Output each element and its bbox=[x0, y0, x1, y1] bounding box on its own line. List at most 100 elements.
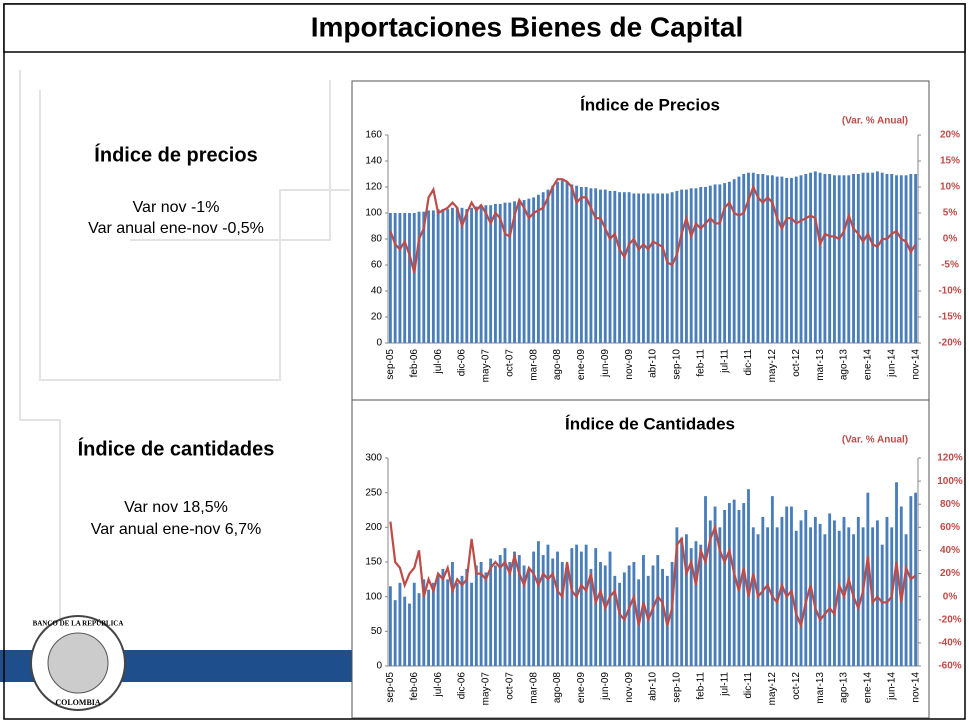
bar bbox=[551, 185, 555, 343]
x-tick-label: feb-11 bbox=[695, 672, 706, 700]
bar bbox=[532, 551, 536, 666]
bar bbox=[684, 534, 688, 666]
bar bbox=[513, 551, 516, 666]
bar bbox=[570, 548, 574, 666]
x-tick-label: mar-08 bbox=[528, 672, 539, 704]
y2-tick-label: -20% bbox=[938, 338, 961, 349]
bar bbox=[861, 527, 865, 666]
bar bbox=[422, 211, 426, 343]
chart-title: Índice de Precios bbox=[580, 95, 720, 114]
slide-title: Importaciones Bienes de Capital bbox=[311, 11, 744, 42]
bar bbox=[847, 175, 851, 343]
bar bbox=[833, 175, 836, 343]
bar bbox=[613, 190, 617, 343]
y-tick-label: 140 bbox=[365, 156, 382, 167]
bar bbox=[613, 575, 617, 666]
x-tick-label: sep-10 bbox=[672, 349, 683, 380]
bar bbox=[895, 175, 898, 343]
bar bbox=[546, 544, 550, 666]
bar bbox=[427, 589, 431, 666]
bar bbox=[723, 183, 727, 343]
bar bbox=[694, 541, 698, 666]
section-line: Var nov -1% bbox=[133, 199, 220, 216]
bar bbox=[766, 175, 770, 343]
bar bbox=[388, 213, 392, 343]
bar bbox=[684, 189, 688, 343]
bar bbox=[484, 572, 488, 666]
bar bbox=[823, 534, 827, 666]
y2-tick-label: -5% bbox=[941, 260, 959, 271]
bar bbox=[618, 192, 622, 343]
bar bbox=[880, 172, 884, 343]
bar bbox=[642, 555, 645, 666]
bar bbox=[527, 198, 531, 343]
x-tick-label: may-07 bbox=[481, 349, 492, 383]
bar bbox=[575, 185, 579, 343]
bar bbox=[393, 600, 397, 666]
bar bbox=[837, 530, 841, 666]
bar bbox=[718, 527, 722, 666]
bar bbox=[732, 499, 736, 666]
chart-title: Índice de Cantidades bbox=[565, 414, 735, 433]
bar bbox=[474, 206, 478, 343]
bar bbox=[790, 177, 793, 343]
bar bbox=[651, 193, 655, 343]
bar bbox=[579, 187, 583, 343]
x-tick-label: abr-10 bbox=[648, 672, 659, 701]
bar bbox=[508, 202, 512, 343]
bar bbox=[541, 555, 545, 666]
bar bbox=[756, 174, 760, 343]
bar bbox=[503, 548, 507, 666]
bar bbox=[599, 562, 602, 666]
bar bbox=[904, 175, 908, 343]
section-line: Var nov 18,5% bbox=[124, 499, 228, 516]
bar bbox=[412, 582, 416, 666]
bar bbox=[661, 568, 664, 666]
section-heading: Índice de precios bbox=[94, 143, 257, 166]
bar bbox=[618, 582, 622, 666]
bar bbox=[813, 171, 817, 343]
bar bbox=[823, 174, 827, 343]
y2-tick-label: 10% bbox=[940, 182, 960, 193]
y2-tick-label: 15% bbox=[940, 156, 960, 167]
section-line: Var anual ene-nov -0,5% bbox=[88, 220, 264, 237]
x-tick-label: ene-09 bbox=[576, 349, 587, 381]
annotation: (Var. % Anual) bbox=[842, 116, 908, 127]
bar bbox=[412, 213, 416, 343]
x-tick-label: dic-11 bbox=[743, 349, 754, 376]
bar bbox=[479, 562, 483, 666]
bar bbox=[785, 177, 789, 343]
x-tick-label: may-12 bbox=[767, 672, 778, 706]
y-tick-label: 100 bbox=[365, 208, 382, 219]
bar bbox=[828, 513, 832, 666]
x-tick-label: feb-06 bbox=[409, 672, 420, 701]
bar bbox=[651, 565, 655, 666]
bar bbox=[804, 174, 808, 343]
bar bbox=[756, 534, 760, 666]
bar bbox=[599, 189, 602, 343]
bar bbox=[436, 209, 440, 343]
bar bbox=[837, 175, 841, 343]
bar bbox=[895, 482, 898, 666]
bar bbox=[441, 209, 445, 343]
bar bbox=[494, 565, 497, 666]
bar bbox=[632, 562, 636, 666]
decor bbox=[19, 70, 350, 650]
bar bbox=[408, 213, 411, 343]
bar bbox=[446, 579, 450, 666]
bar bbox=[804, 510, 808, 666]
bar bbox=[833, 520, 836, 666]
x-tick-label: jun-09 bbox=[600, 672, 611, 701]
bar bbox=[871, 172, 875, 343]
bar bbox=[398, 213, 402, 343]
x-tick-label: jun-14 bbox=[886, 672, 897, 701]
bar bbox=[627, 192, 631, 343]
bar bbox=[747, 172, 750, 343]
y2-tick-label: 80% bbox=[940, 499, 960, 510]
bar bbox=[637, 193, 641, 343]
bar bbox=[885, 516, 889, 666]
bar bbox=[680, 537, 684, 666]
bar bbox=[699, 544, 703, 666]
bar bbox=[594, 188, 598, 343]
